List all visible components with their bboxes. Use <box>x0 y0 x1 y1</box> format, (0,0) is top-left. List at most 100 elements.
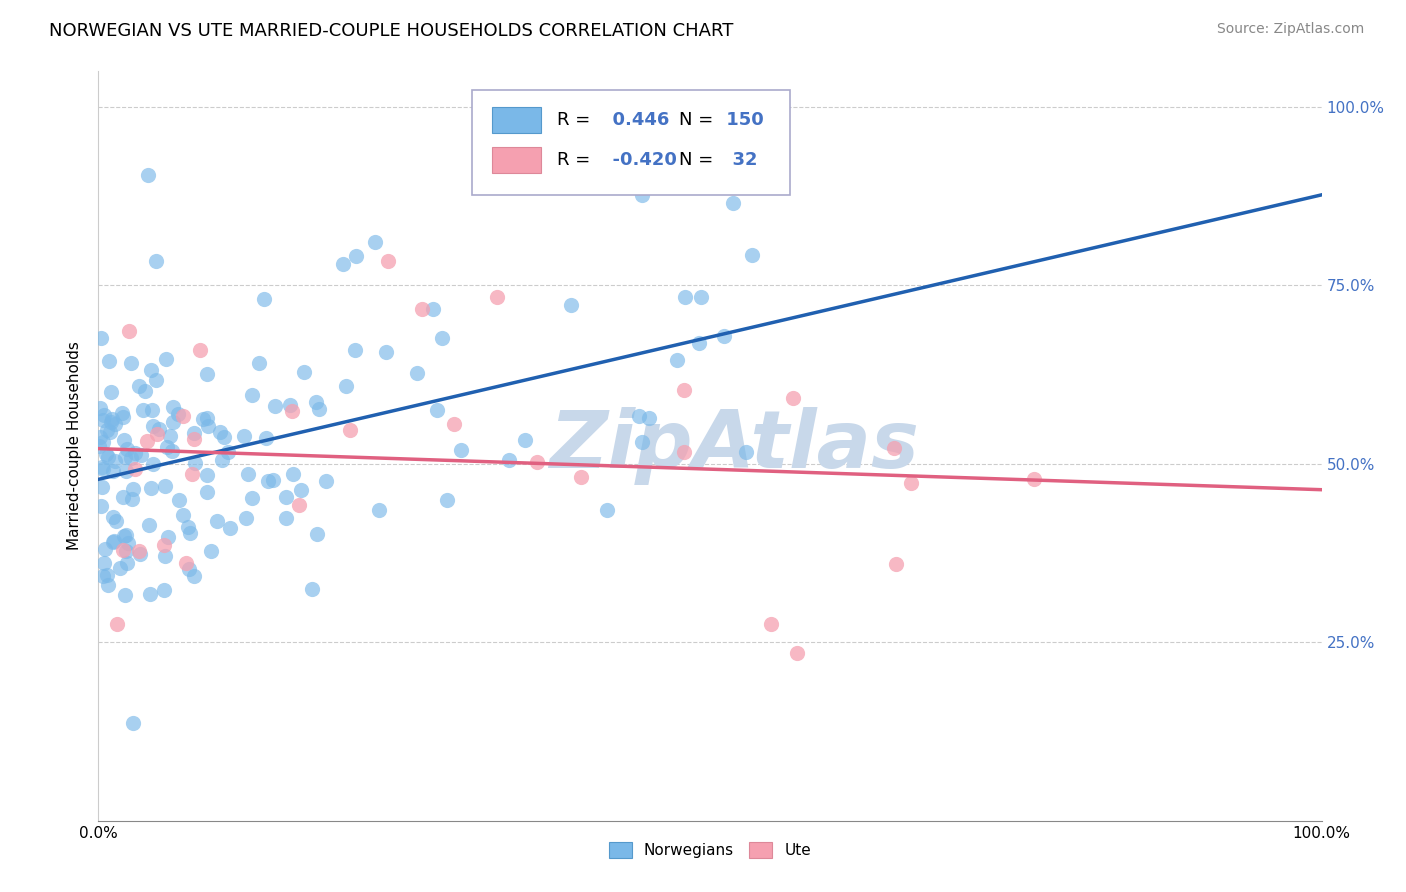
Point <box>142 419 165 434</box>
Point <box>153 539 176 553</box>
Point <box>183 425 205 440</box>
Point <box>159 429 181 443</box>
Point <box>89 401 111 416</box>
Point <box>138 518 160 533</box>
Point <box>188 343 211 357</box>
Point <box>156 440 179 454</box>
Bar <box>492 107 541 133</box>
Point <box>93 408 115 422</box>
Point <box>180 467 202 481</box>
Point <box>103 534 125 549</box>
Point <box>195 367 218 381</box>
Point <box>197 418 219 433</box>
Point <box>184 456 207 470</box>
Point <box>672 383 695 397</box>
Point <box>212 430 235 444</box>
Point <box>114 588 136 602</box>
Point <box>162 400 184 414</box>
Point <box>98 425 121 439</box>
Point <box>104 454 127 468</box>
Text: 150: 150 <box>720 112 763 129</box>
Point <box>274 491 297 505</box>
Point <box>89 430 111 444</box>
Point <box>112 529 135 543</box>
Point <box>690 290 713 304</box>
Point <box>112 410 135 425</box>
Point <box>139 482 162 496</box>
Point <box>103 533 125 548</box>
Point <box>112 433 135 447</box>
Point <box>114 543 136 558</box>
Point <box>596 503 619 517</box>
Point <box>135 434 157 448</box>
Point <box>637 411 659 425</box>
Point <box>142 458 165 472</box>
Text: N =: N = <box>679 112 714 129</box>
Point <box>172 409 194 423</box>
Point <box>111 490 134 504</box>
Point <box>101 412 124 426</box>
Point <box>114 464 136 478</box>
Point <box>211 452 233 467</box>
Point <box>498 453 520 467</box>
Point <box>183 432 205 446</box>
Point <box>236 467 259 481</box>
Point <box>628 409 651 423</box>
Point <box>280 404 302 418</box>
Point <box>436 492 458 507</box>
Point <box>183 569 205 583</box>
Point <box>344 249 367 263</box>
Point <box>569 470 592 484</box>
Point <box>162 415 184 429</box>
Point <box>111 406 134 420</box>
Point <box>100 415 122 429</box>
Point <box>253 292 276 306</box>
Point <box>631 434 654 449</box>
Point <box>207 514 229 528</box>
Point <box>120 356 142 370</box>
Text: N =: N = <box>679 151 714 169</box>
Point <box>91 462 114 476</box>
Point <box>112 542 135 557</box>
Point <box>759 617 782 632</box>
Point <box>115 528 138 542</box>
Point <box>129 547 152 561</box>
Point <box>283 467 305 481</box>
Point <box>485 289 508 303</box>
Point <box>156 530 179 544</box>
Point <box>305 394 328 409</box>
Point <box>105 617 128 632</box>
Point <box>301 582 323 596</box>
Text: R =: R = <box>557 151 591 169</box>
Point <box>256 474 278 488</box>
Point <box>713 328 735 343</box>
Point <box>200 544 222 558</box>
Point <box>98 353 121 368</box>
Point <box>87 439 110 453</box>
Point <box>100 384 122 399</box>
Legend: Norwegians, Ute: Norwegians, Ute <box>609 842 811 858</box>
Point <box>104 417 127 431</box>
Point <box>93 568 115 582</box>
Text: 0.446: 0.446 <box>600 112 669 129</box>
Point <box>195 467 218 482</box>
Point <box>339 423 361 437</box>
Point <box>118 324 141 338</box>
Point <box>721 196 744 211</box>
Point <box>132 402 155 417</box>
Text: NORWEGIAN VS UTE MARRIED-COUPLE HOUSEHOLDS CORRELATION CHART: NORWEGIAN VS UTE MARRIED-COUPLE HOUSEHOL… <box>49 22 734 40</box>
Point <box>666 352 689 367</box>
Point <box>153 583 176 598</box>
Point <box>288 498 311 512</box>
Point <box>146 426 169 441</box>
Point <box>193 412 215 426</box>
Point <box>262 473 284 487</box>
Point <box>274 511 297 525</box>
Point <box>167 407 190 421</box>
Point <box>121 492 143 507</box>
Point <box>117 536 139 550</box>
Point <box>233 428 256 442</box>
Point <box>1022 472 1045 486</box>
Point <box>377 253 399 268</box>
Point <box>155 479 177 493</box>
